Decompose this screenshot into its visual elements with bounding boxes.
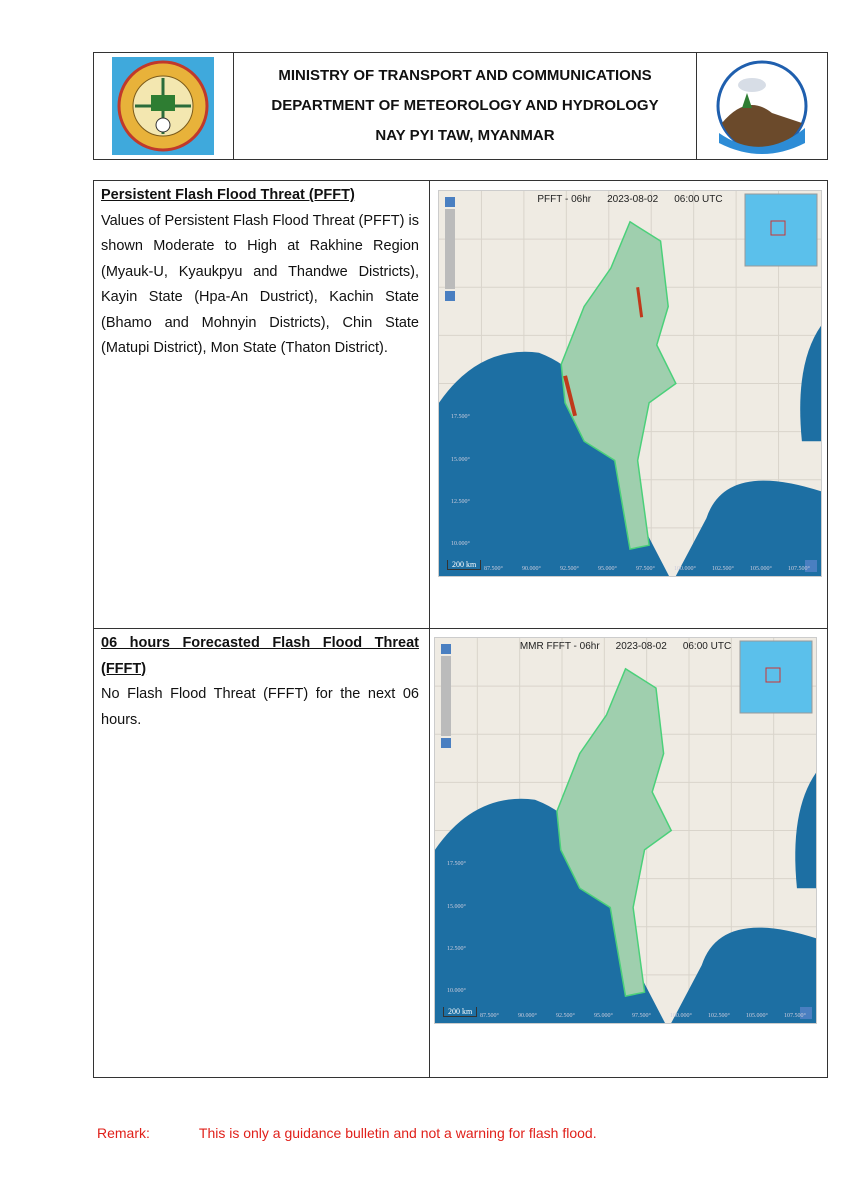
remark-text: This is only a guidance bulletin and not… <box>198 1125 597 1141</box>
map-title: PFFT - 06hr 2023-08-02 06:00 UTC <box>439 194 821 205</box>
lon-label: 100.000° <box>674 566 696 572</box>
header-ministry: MINISTRY OF TRANSPORT AND COMMUNICATIONS <box>278 67 652 84</box>
myanmar-region <box>560 220 677 550</box>
lon-label: 102.500° <box>708 1013 730 1019</box>
map-product: MMR FFFT - 06hr <box>519 641 600 652</box>
lon-label: 90.000° <box>518 1013 537 1019</box>
overview-map <box>739 640 813 714</box>
map-title: MMR FFFT - 06hr 2023-08-02 06:00 UTC <box>435 641 816 652</box>
bay-of-bengal <box>435 798 665 1023</box>
map-date: 2023-08-02 <box>607 194 659 205</box>
header-department: DEPARTMENT OF METEOROLOGY AND HYDROLOGY <box>271 97 659 114</box>
overview-map <box>744 193 818 267</box>
lon-label: 87.500° <box>484 566 503 572</box>
pfft-heading: Persistent Flash Flood Threat (PFFT) <box>101 187 355 203</box>
lon-label: 102.500° <box>712 566 734 572</box>
south-china-sea <box>800 325 821 442</box>
lat-label: 12.500° <box>447 946 466 952</box>
scale-bar: 200 km <box>443 1007 478 1017</box>
myanmar-region <box>556 667 673 997</box>
map-date: 2023-08-02 <box>615 641 667 652</box>
scale-bar: 200 km <box>447 560 482 570</box>
info-button <box>800 1007 812 1019</box>
ministry-logo <box>112 57 214 155</box>
lat-label: 17.500° <box>447 861 466 868</box>
lon-label: 95.000° <box>594 1013 613 1019</box>
lat-label: 10.000° <box>447 988 466 995</box>
lon-label: 100.000° <box>670 1013 692 1019</box>
overview-extent <box>770 220 786 236</box>
dmh-logo <box>716 60 808 154</box>
header-table: MINISTRY OF TRANSPORT AND COMMUNICATIONS… <box>93 52 828 160</box>
lat-label: 15.000° <box>451 456 470 463</box>
remark: Remark: This is only a guidance bulletin… <box>97 1125 597 1141</box>
zoom-in-button <box>441 644 451 654</box>
lon-label: 90.000° <box>522 566 541 572</box>
ffft-text-cell: 06 hours Forecasted Flash Flood Threat (… <box>101 631 419 733</box>
lon-label: 97.500° <box>636 566 655 572</box>
lon-label: 105.000° <box>750 566 772 572</box>
map-product: PFFT - 06hr <box>537 194 592 205</box>
header-title: MINISTRY OF TRANSPORT AND COMMUNICATIONS… <box>233 61 697 151</box>
lon-label: 97.500° <box>632 1013 651 1019</box>
threat-area <box>636 287 644 318</box>
overview-extent <box>765 667 781 683</box>
ffft-heading: 06 hours Forecasted Flash Flood Threat (… <box>101 635 419 677</box>
lon-label: 107.500° <box>784 1013 806 1019</box>
info-button <box>805 560 817 572</box>
remark-label: Remark: <box>97 1125 150 1141</box>
bay-of-bengal <box>439 351 669 576</box>
zoom-slider <box>445 209 455 289</box>
zoom-out-button <box>441 738 451 748</box>
ffft-map[interactable]: MMR FFFT - 06hr 2023-08-02 06:00 UTC 200 km… <box>434 637 817 1024</box>
zoom-out-button <box>445 291 455 301</box>
zoom-in-button <box>445 197 455 207</box>
ffft-description: No Flash Flood Threat (FFFT) for the nex… <box>101 686 419 728</box>
gulf-of-thailand <box>675 480 821 576</box>
dmh-logo-cell <box>696 53 827 159</box>
gulf-of-thailand <box>671 927 816 1023</box>
south-china-sea <box>795 772 816 889</box>
lat-label: 17.500° <box>451 414 470 421</box>
content-table: Persistent Flash Flood Threat (PFFT) Val… <box>93 180 828 1078</box>
lon-label: 105.000° <box>746 1013 768 1019</box>
lat-label: 15.000° <box>447 903 466 910</box>
lat-label: 12.500° <box>451 499 470 505</box>
map-time: 06:00 UTC <box>682 641 732 652</box>
pfft-text-cell: Persistent Flash Flood Threat (PFFT) Val… <box>101 183 419 362</box>
threat-area <box>563 375 578 417</box>
lon-label: 92.500° <box>556 1013 575 1019</box>
pfft-description: Values of Persistent Flash Flood Threat … <box>101 212 419 357</box>
header-location: NAY PYI TAW, MYANMAR <box>375 127 555 144</box>
zoom-slider <box>441 656 451 736</box>
map-time: 06:00 UTC <box>674 194 723 205</box>
lon-label: 107.500° <box>788 566 810 572</box>
pfft-map[interactable]: PFFT - 06hr 2023-08-02 06:00 UTC 200 km 17.5… <box>438 190 822 577</box>
ministry-logo-cell <box>94 53 234 159</box>
lon-label: 92.500° <box>560 566 579 572</box>
lon-label: 87.500° <box>480 1013 499 1019</box>
lon-label: 95.000° <box>598 566 617 572</box>
lat-label: 10.000° <box>451 541 470 548</box>
